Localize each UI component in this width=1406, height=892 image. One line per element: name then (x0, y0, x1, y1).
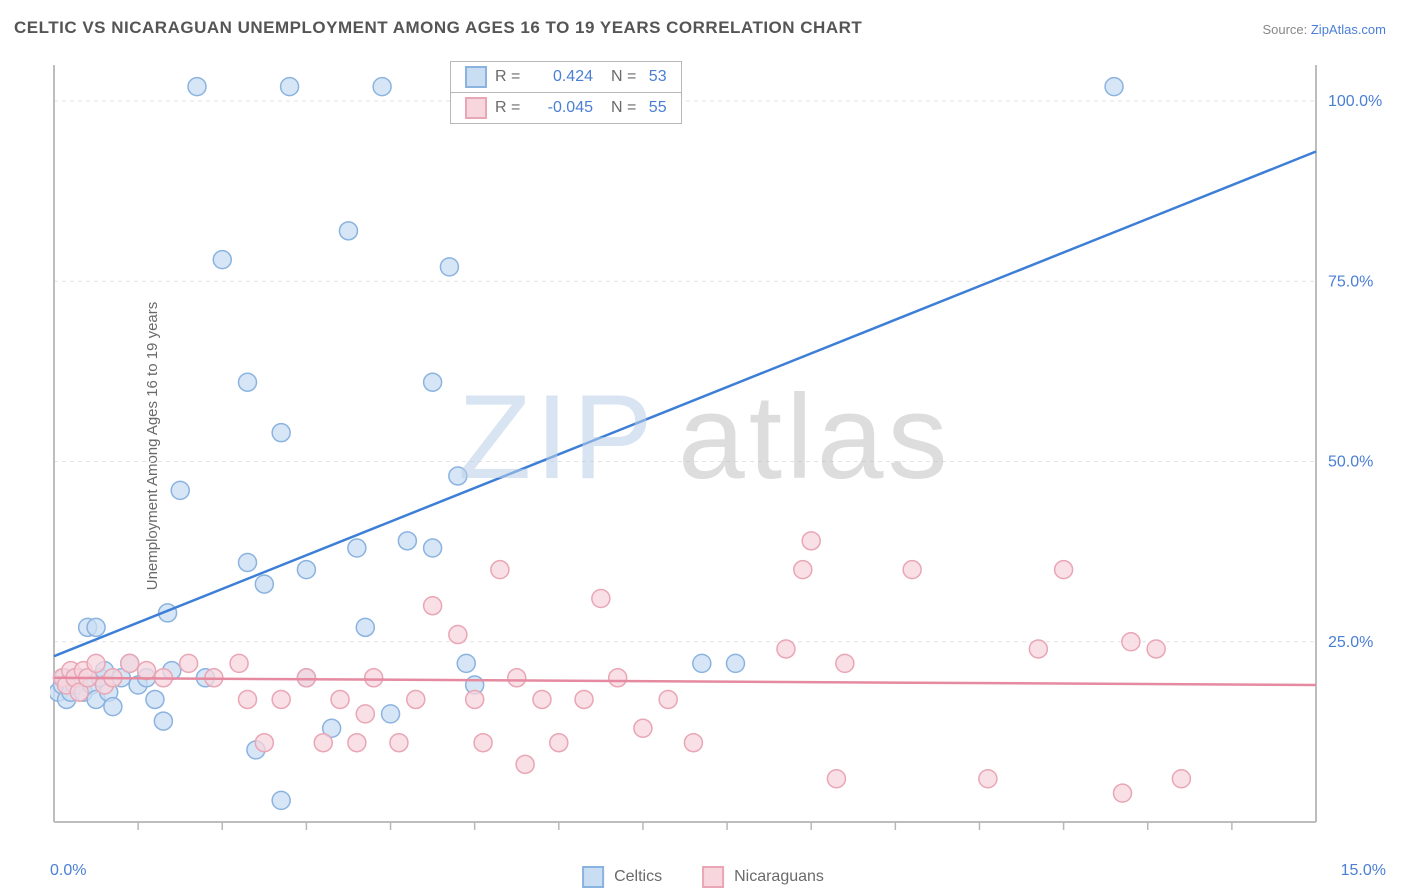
series-legend: Celtics Nicaraguans (582, 866, 824, 888)
legend-swatch-icon (702, 866, 724, 888)
svg-text:50.0%: 50.0% (1328, 454, 1373, 471)
svg-text:100.0%: 100.0% (1328, 93, 1382, 110)
plot-area: 25.0%50.0%75.0%100.0% ZIP atlas R = 0.42… (50, 55, 1386, 852)
source-value: ZipAtlas.com (1311, 22, 1386, 37)
svg-text:25.0%: 25.0% (1328, 634, 1373, 651)
scatter-plot-svg: 25.0% 50.0% 75.0% 100.0% (50, 55, 1386, 852)
source-label: Source: (1262, 22, 1310, 37)
x-axis-tick-label: 0.0% (50, 862, 86, 880)
svg-text:75.0%: 75.0% (1328, 273, 1373, 290)
legend-swatch-icon (582, 866, 604, 888)
correlation-legend: R = 0.424 N = 53 R = -0.045 N = 55 (450, 61, 682, 124)
legend-label: Celtics (614, 868, 662, 886)
legend-label: Nicaraguans (734, 868, 824, 886)
legend-item-celtics: Celtics (582, 866, 662, 888)
source-attribution: Source: ZipAtlas.com (1262, 22, 1386, 37)
x-axis-tick-label: 15.0% (1341, 862, 1386, 880)
chart-title: CELTIC VS NICARAGUAN UNEMPLOYMENT AMONG … (14, 18, 862, 38)
legend-item-nicaraguans: Nicaraguans (702, 866, 824, 888)
